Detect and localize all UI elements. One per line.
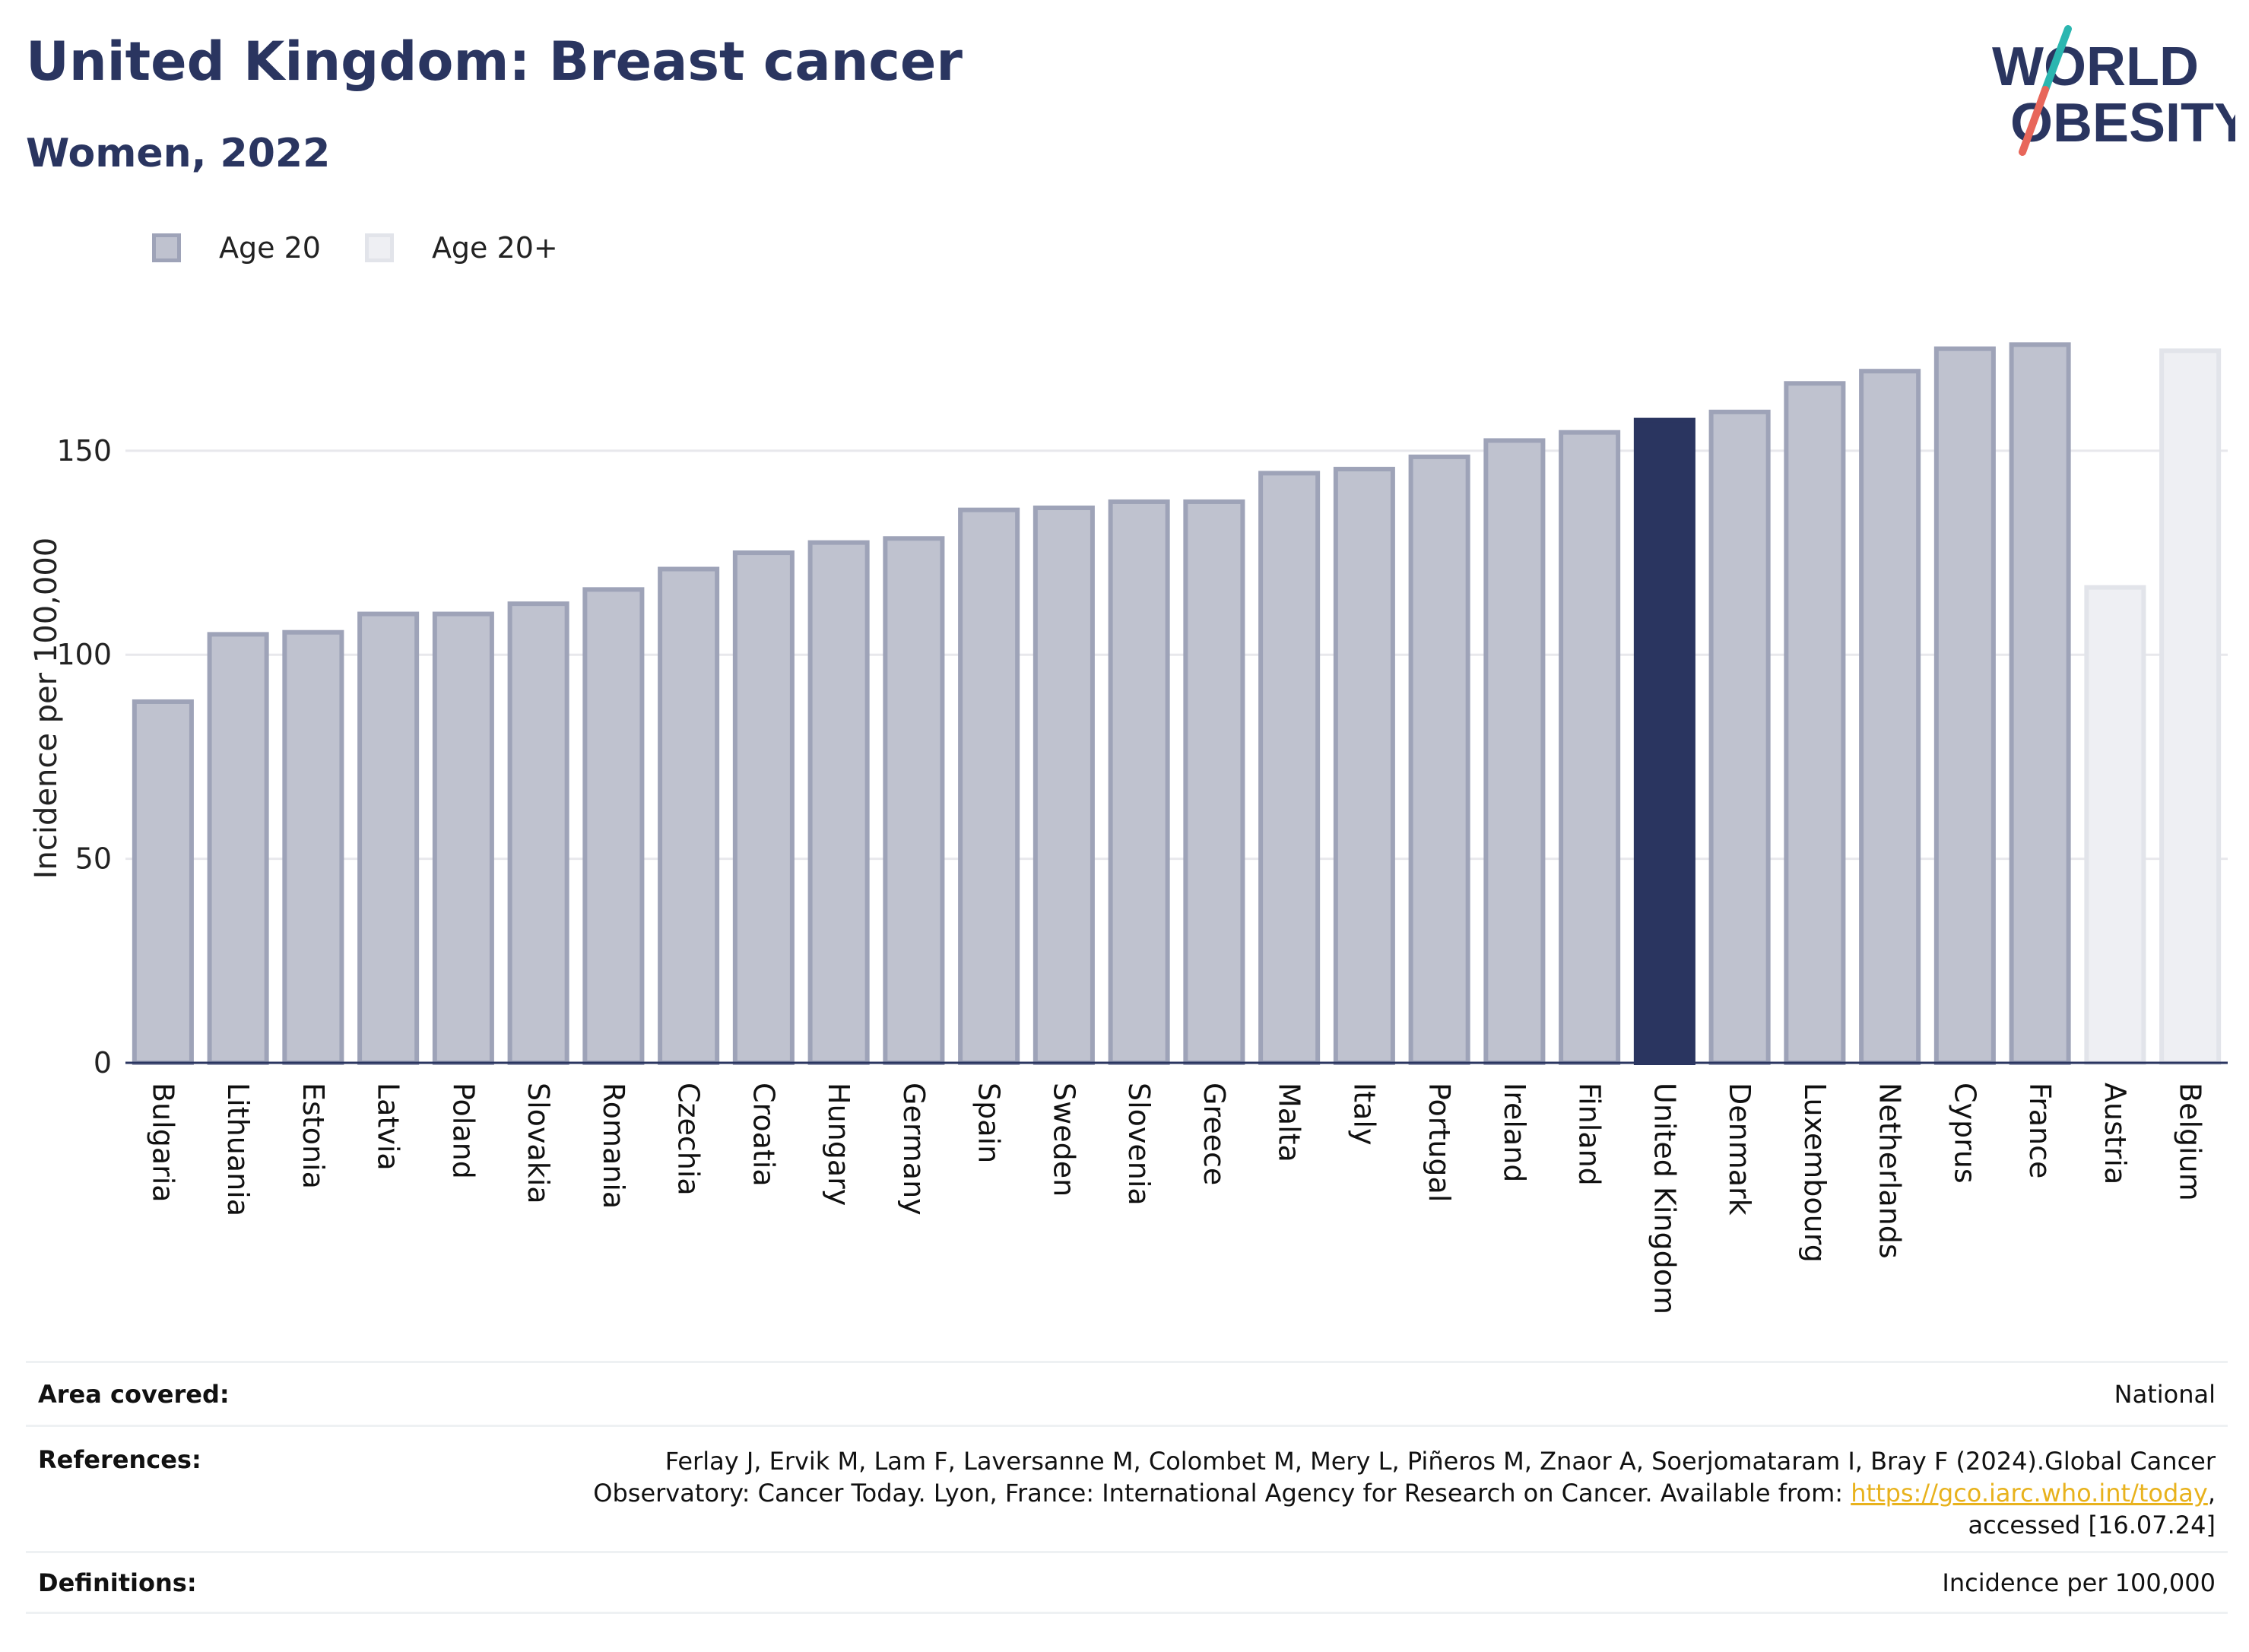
logo-line1: WORLD [1992, 36, 2199, 97]
definitions-label: Definitions: [38, 1568, 197, 1597]
y-tick-label: 100 [56, 638, 112, 671]
meta-references-row: References: Ferlay J, Ervik M, Lam F, La… [26, 1425, 2228, 1551]
bar [958, 507, 1020, 1065]
x-tick-label: Germany [897, 1083, 931, 1216]
references-line2-end: , [2207, 1479, 2216, 1508]
bar [1408, 454, 1470, 1065]
bar [357, 611, 420, 1065]
bar [1708, 409, 1771, 1065]
logo-slash-coral [2019, 86, 2049, 156]
bar [2009, 342, 2071, 1065]
y-axis-label: Incidence per 100,000 [29, 537, 64, 880]
x-tick-label: Denmark [1723, 1083, 1756, 1216]
bar [1033, 506, 1095, 1065]
x-tick-label: Malta [1273, 1083, 1306, 1162]
references-label: References: [38, 1445, 201, 1474]
bar [1258, 471, 1321, 1065]
bar [432, 611, 494, 1065]
references-link[interactable]: https://gco.iarc.who.int/today [1851, 1479, 2208, 1508]
page-title: United Kingdom: Breast cancer [26, 30, 963, 93]
footer-bottom-rule [26, 1612, 2228, 1614]
x-tick-label: Czechia [672, 1083, 706, 1196]
bar [1108, 499, 1170, 1065]
x-tick-label: United Kingdom [1648, 1083, 1681, 1314]
legend-label-age20plus: Age 20+ [431, 231, 558, 265]
x-tick-label: Poland [446, 1083, 480, 1179]
bar [807, 540, 870, 1065]
bar [282, 629, 344, 1065]
bar [1333, 467, 1395, 1065]
x-tick-label: Austria [2098, 1083, 2132, 1184]
area-covered-value: National [2114, 1379, 2216, 1409]
bar [2084, 585, 2146, 1065]
y-tick-label: 150 [56, 434, 112, 468]
x-tick-label: Italy [1347, 1083, 1381, 1145]
y-tick-label: 0 [94, 1046, 112, 1080]
bar [1633, 417, 1695, 1065]
y-tick-label: 50 [75, 842, 112, 876]
bar [658, 566, 720, 1065]
bar [582, 587, 645, 1065]
bar [132, 699, 194, 1065]
references-value: Ferlay J, Ervik M, Lam F, Laversanne M, … [593, 1445, 2216, 1551]
meta-definitions-row: Definitions: Incidence per 100,000 [26, 1551, 2228, 1612]
references-line1: Ferlay J, Ervik M, Lam F, Laversanne M, … [665, 1447, 2216, 1476]
world-obesity-logo: WORLD OBESITY [1992, 25, 2235, 156]
legend-label-age20: Age 20 [219, 231, 321, 265]
bar [507, 601, 569, 1065]
x-tick-label: Spain [972, 1083, 1006, 1163]
area-covered-label: Area covered: [38, 1379, 230, 1409]
bar [732, 550, 795, 1065]
bar [1483, 438, 1546, 1065]
x-tick-label: Cyprus [1948, 1083, 1981, 1184]
definitions-value: Incidence per 100,000 [1942, 1568, 2216, 1597]
x-tick-label: Slovenia [1122, 1083, 1156, 1206]
x-tick-label: Estonia [297, 1083, 330, 1189]
x-tick-label: Hungary [822, 1083, 855, 1206]
legend-swatch-age20 [152, 233, 181, 262]
x-tick-label: Croatia [747, 1083, 780, 1187]
bar [1859, 369, 1921, 1065]
references-line2-text: Observatory: Cancer Today. Lyon, France:… [593, 1479, 1851, 1508]
x-tick-label: Portugal [1423, 1083, 1456, 1202]
bar [207, 632, 269, 1065]
logo-line2: OBESITY [2010, 93, 2235, 154]
legend-item-age20: Age 20 [152, 231, 321, 265]
x-tick-label: Romania [597, 1083, 630, 1209]
x-tick-label: Bulgaria [146, 1083, 179, 1203]
bar [1933, 346, 1996, 1066]
bar [1559, 430, 1621, 1065]
x-tick-label: Ireland [1498, 1083, 1531, 1182]
references-line2: Observatory: Cancer Today. Lyon, France:… [593, 1477, 2216, 1509]
x-tick-label: Latvia [372, 1083, 405, 1171]
bar [1183, 499, 1245, 1065]
bar [2159, 348, 2222, 1066]
legend-item-age20plus: Age 20+ [364, 231, 558, 265]
x-tick-label: Slovakia [522, 1083, 555, 1204]
x-tick-label: Luxembourg [1798, 1083, 1832, 1263]
x-tick-label: Belgium [2174, 1083, 2207, 1201]
bar [883, 536, 945, 1065]
x-tick-label: Sweden [1047, 1083, 1080, 1197]
bar [1784, 381, 1846, 1065]
x-tick-label: Greece [1197, 1083, 1231, 1185]
chart-legend: Age 20 Age 20+ [152, 225, 602, 271]
page-subtitle: Women, 2022 [26, 131, 331, 176]
legend-swatch-age20plus [364, 233, 394, 262]
bar-chart: 0 50 100 150 Incidence per 100,000 Bulgaria Li… [29, 342, 2228, 1314]
references-line3: accessed [16.07.24] [1968, 1511, 2216, 1539]
logo-slash-teal [2041, 25, 2072, 94]
x-tick-label: Finland [1573, 1083, 1607, 1186]
meta-area-row: Area covered: National [26, 1361, 2228, 1425]
x-tick-label: Lithuania [221, 1083, 255, 1216]
x-tick-label: France [2023, 1083, 2057, 1178]
x-tick-label: Netherlands [1873, 1083, 1907, 1259]
